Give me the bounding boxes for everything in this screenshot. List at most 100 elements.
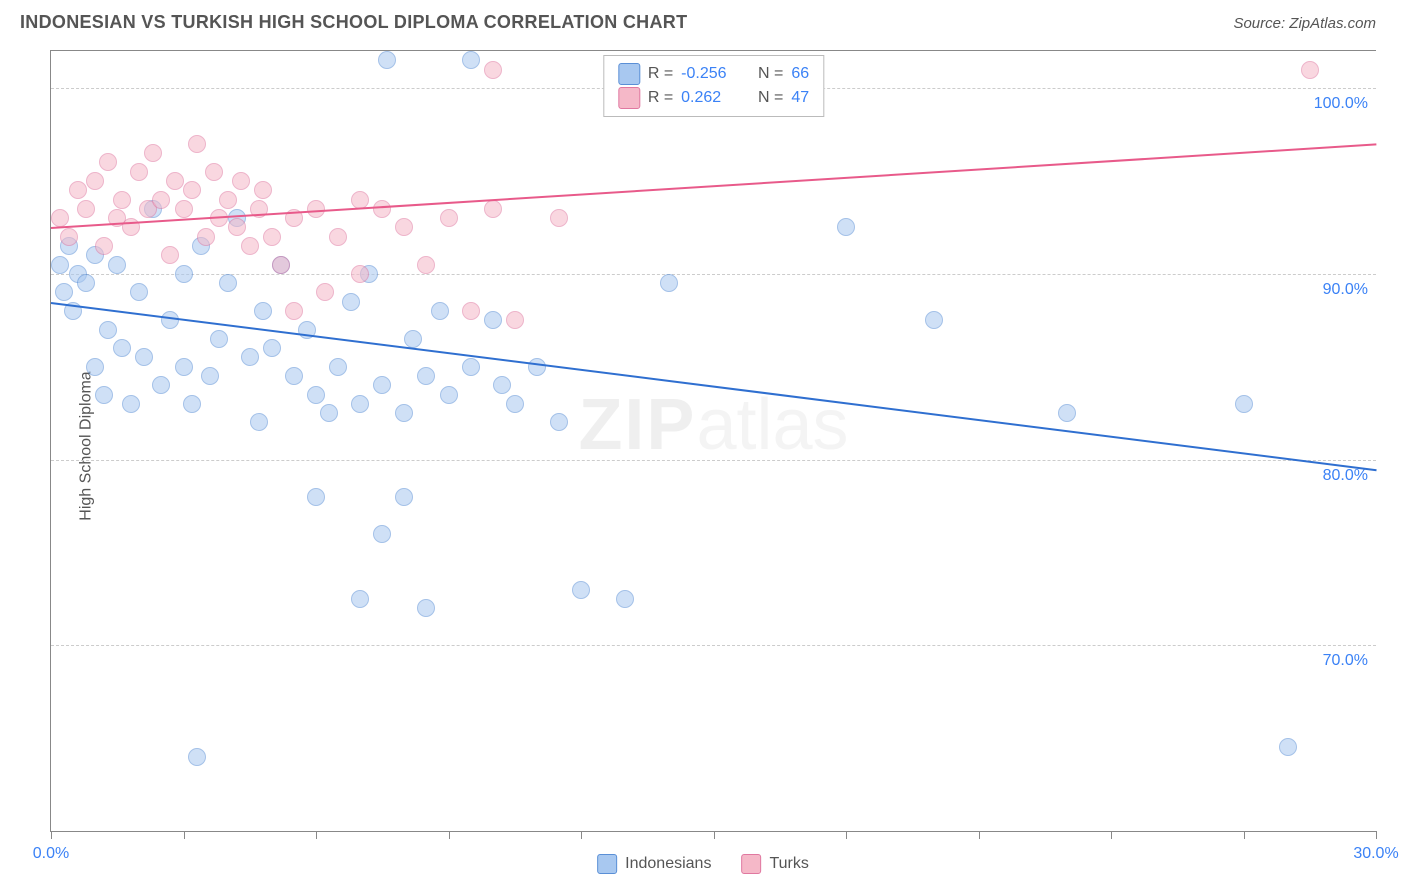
x-tick — [714, 831, 715, 839]
scatter-point — [122, 395, 140, 413]
series-legend-label: Indonesians — [625, 855, 711, 873]
scatter-point — [55, 283, 73, 301]
legend-row: R = 0.262 N = 47 — [618, 86, 809, 110]
scatter-point — [462, 358, 480, 376]
x-tick-label: 0.0% — [33, 845, 69, 863]
scatter-point — [1301, 61, 1319, 79]
scatter-point — [197, 228, 215, 246]
scatter-point — [130, 163, 148, 181]
x-tick — [316, 831, 317, 839]
scatter-point — [51, 209, 69, 227]
legend-swatch — [597, 854, 617, 874]
scatter-point — [307, 386, 325, 404]
scatter-point — [462, 51, 480, 69]
scatter-point — [320, 404, 338, 422]
x-tick — [449, 831, 450, 839]
scatter-point — [342, 293, 360, 311]
scatter-point — [272, 256, 290, 274]
x-tick — [51, 831, 52, 839]
scatter-point — [378, 51, 396, 69]
scatter-point — [241, 237, 259, 255]
scatter-point — [1058, 404, 1076, 422]
scatter-point — [219, 191, 237, 209]
chart-header: INDONESIAN VS TURKISH HIGH SCHOOL DIPLOM… — [0, 0, 1406, 39]
plot-surface: ZIPatlas 70.0%80.0%90.0%100.0%0.0%30.0% — [51, 51, 1376, 831]
gridline — [51, 274, 1376, 275]
y-tick-label: 100.0% — [1314, 95, 1368, 113]
legend-r-label: R = — [648, 62, 673, 86]
scatter-point — [493, 376, 511, 394]
scatter-point — [373, 525, 391, 543]
scatter-point — [86, 172, 104, 190]
x-tick — [846, 831, 847, 839]
scatter-point — [1279, 738, 1297, 756]
x-tick-label: 30.0% — [1353, 845, 1398, 863]
scatter-point — [175, 200, 193, 218]
scatter-point — [550, 209, 568, 227]
series-legend-item: Turks — [741, 854, 808, 874]
trend-line — [51, 302, 1376, 471]
scatter-point — [175, 265, 193, 283]
scatter-point — [484, 311, 502, 329]
legend-n-value: 66 — [791, 62, 809, 86]
scatter-point — [77, 274, 95, 292]
scatter-point — [395, 218, 413, 236]
scatter-point — [188, 748, 206, 766]
legend-n-label: N = — [749, 62, 783, 86]
scatter-point — [183, 181, 201, 199]
scatter-point — [254, 302, 272, 320]
scatter-point — [144, 144, 162, 162]
scatter-point — [506, 311, 524, 329]
legend-r-value: -0.256 — [681, 62, 741, 86]
scatter-point — [417, 367, 435, 385]
correlation-legend: R = -0.256 N = 66R = 0.262 N = 47 — [603, 55, 824, 117]
series-legend: Indonesians Turks — [597, 854, 809, 874]
scatter-point — [263, 339, 281, 357]
legend-n-value: 47 — [791, 86, 809, 110]
scatter-point — [250, 413, 268, 431]
legend-row: R = -0.256 N = 66 — [618, 62, 809, 86]
gridline — [51, 460, 1376, 461]
scatter-point — [99, 153, 117, 171]
series-legend-item: Indonesians — [597, 854, 711, 874]
scatter-point — [69, 181, 87, 199]
chart-title: INDONESIAN VS TURKISH HIGH SCHOOL DIPLOM… — [20, 12, 687, 33]
scatter-point — [616, 590, 634, 608]
chart-area: ZIPatlas 70.0%80.0%90.0%100.0%0.0%30.0% … — [50, 50, 1376, 832]
scatter-point — [329, 228, 347, 246]
scatter-point — [351, 395, 369, 413]
scatter-point — [166, 172, 184, 190]
scatter-point — [60, 228, 78, 246]
y-tick-label: 70.0% — [1323, 652, 1368, 670]
scatter-point — [232, 172, 250, 190]
scatter-point — [404, 330, 422, 348]
scatter-point — [572, 581, 590, 599]
x-tick — [581, 831, 582, 839]
scatter-point — [351, 265, 369, 283]
scatter-point — [373, 376, 391, 394]
x-tick — [1376, 831, 1377, 839]
scatter-point — [462, 302, 480, 320]
scatter-point — [201, 367, 219, 385]
x-tick — [184, 831, 185, 839]
scatter-point — [86, 358, 104, 376]
scatter-point — [484, 200, 502, 218]
scatter-point — [108, 256, 126, 274]
x-tick — [979, 831, 980, 839]
scatter-point — [285, 302, 303, 320]
trend-line — [51, 144, 1376, 230]
scatter-point — [152, 191, 170, 209]
scatter-point — [210, 330, 228, 348]
scatter-point — [373, 200, 391, 218]
legend-r-value: 0.262 — [681, 86, 741, 110]
scatter-point — [307, 488, 325, 506]
scatter-point — [1235, 395, 1253, 413]
scatter-point — [440, 209, 458, 227]
scatter-point — [395, 488, 413, 506]
scatter-point — [254, 181, 272, 199]
scatter-point — [417, 599, 435, 617]
scatter-point — [263, 228, 281, 246]
scatter-point — [130, 283, 148, 301]
scatter-point — [506, 395, 524, 413]
scatter-point — [51, 256, 69, 274]
